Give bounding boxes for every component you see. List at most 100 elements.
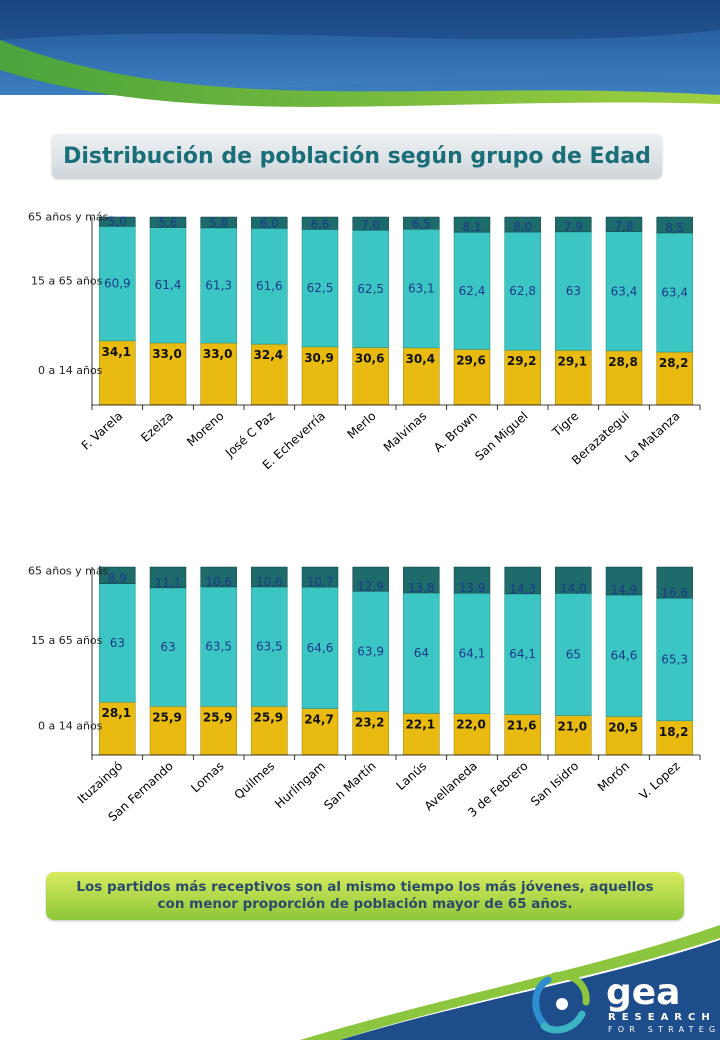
swirl-icon — [532, 971, 590, 1034]
data-label: 6,6 — [310, 217, 329, 231]
data-label: 60,9 — [104, 277, 131, 291]
data-label: 63,5 — [256, 640, 283, 654]
bar-segment-1 — [555, 231, 592, 351]
data-label: 30,9 — [304, 351, 334, 365]
data-label: 29,1 — [558, 354, 588, 368]
bar-segment-2 — [403, 216, 440, 230]
logo-tagline-2: FOR STRATEGY — [608, 1025, 720, 1034]
data-label: 10,7 — [307, 575, 334, 589]
x-tick-label: San Isidro — [528, 759, 581, 809]
bar-segment-1 — [251, 228, 288, 345]
bar-segment-0 — [352, 711, 389, 756]
bar-segment-0 — [200, 342, 237, 406]
data-label: 63 — [110, 636, 125, 650]
bar-segment-2 — [251, 566, 288, 588]
data-label: 24,7 — [304, 713, 334, 727]
data-label: 62,4 — [459, 284, 486, 298]
data-label: 30,6 — [355, 352, 385, 366]
gea-logo: gea RESEARCH FOR STRATEGY — [532, 971, 720, 1034]
series-label: 15 a 65 años — [31, 275, 103, 288]
data-label: 8,5 — [665, 221, 684, 235]
data-label: 13,9 — [459, 581, 486, 595]
bar-segment-1 — [605, 231, 643, 352]
bar-segment-2 — [251, 216, 288, 229]
bar-segment-2 — [352, 566, 389, 592]
title-banner: Distribución de población según grupo de… — [52, 134, 662, 178]
bar-segment-2 — [301, 216, 339, 230]
data-label: 16,6 — [661, 586, 688, 600]
data-label: 64,1 — [509, 647, 536, 661]
x-tick-label: Lanús — [394, 759, 430, 793]
logo-brand: gea — [606, 972, 680, 1013]
data-label: 10,6 — [205, 575, 232, 589]
bar-segment-0 — [555, 350, 592, 406]
bar-segment-2 — [149, 566, 187, 589]
data-label: 62,5 — [307, 281, 334, 295]
bar-segment-1 — [403, 228, 440, 349]
footer-wave — [340, 940, 720, 1040]
bar-segment-2 — [656, 566, 693, 599]
data-label: 64 — [414, 646, 429, 660]
data-label: 33,0 — [203, 347, 233, 361]
bar-segment-1 — [555, 593, 592, 716]
data-label: 29,2 — [507, 354, 537, 368]
bar-segment-2 — [656, 216, 693, 234]
bar-segment-1 — [453, 592, 491, 714]
data-label: 7,8 — [614, 220, 633, 234]
data-label: 64,1 — [459, 646, 486, 660]
bar-segment-2 — [403, 566, 440, 594]
x-tick-label: La Matanza — [622, 409, 683, 466]
data-label: 21,6 — [507, 718, 537, 732]
x-tick-label: Hurlingam — [272, 759, 328, 811]
bar-segment-1 — [352, 229, 389, 348]
data-label: 64,6 — [307, 641, 334, 655]
page-title: Distribución de población según grupo de… — [63, 143, 651, 169]
x-tick-label: San Martín — [321, 759, 378, 813]
bar-segment-0 — [301, 708, 339, 756]
bar-segment-2 — [352, 216, 389, 231]
data-label: 23,2 — [355, 715, 385, 729]
bar-segment-2 — [200, 216, 237, 229]
data-label: 29,6 — [456, 353, 486, 367]
data-label: 61,3 — [205, 278, 232, 292]
data-label: 5,6 — [158, 216, 177, 230]
bar-segment-1 — [149, 587, 187, 707]
data-label: 63,1 — [408, 282, 435, 296]
bar-segment-2 — [555, 566, 592, 594]
series-label: 15 a 65 años — [31, 634, 103, 647]
data-label: 62,5 — [357, 282, 384, 296]
data-label: 61,4 — [155, 278, 182, 292]
data-label: 28,1 — [102, 706, 132, 720]
data-label: 5,0 — [108, 214, 127, 228]
data-label: 63 — [566, 284, 581, 298]
data-label: 10,6 — [256, 575, 283, 589]
bar-segment-1 — [656, 597, 693, 722]
bar-segment-1 — [656, 232, 693, 353]
data-label: 25,9 — [254, 710, 284, 724]
data-label: 63,9 — [357, 644, 384, 658]
data-label: 14,3 — [509, 582, 536, 596]
bar-segment-0 — [453, 349, 491, 406]
data-label: 30,4 — [406, 352, 436, 366]
bar-segment-1 — [504, 231, 541, 351]
bar-segment-0 — [555, 715, 592, 756]
bar-segment-1 — [504, 593, 541, 715]
data-label: 14,9 — [611, 583, 638, 597]
data-label: 21,0 — [558, 720, 588, 734]
data-label: 22,0 — [456, 718, 486, 732]
data-label: 8,0 — [513, 220, 532, 234]
bar-segment-0 — [403, 347, 440, 406]
bar-segment-2 — [555, 216, 592, 233]
bar-segment-1 — [352, 591, 389, 712]
data-label: 61,6 — [256, 279, 283, 293]
bar-segment-0 — [251, 343, 288, 406]
x-tick-label: Quilmes — [232, 759, 278, 802]
bar-segment-2 — [453, 566, 491, 594]
bar-segment-0 — [251, 706, 288, 756]
bar-segment-1 — [200, 227, 237, 344]
bar-segment-2 — [504, 566, 541, 595]
data-label: 5,8 — [209, 216, 228, 230]
logo-tagline-1: RESEARCH — [608, 1012, 716, 1023]
bar-segment-0 — [352, 347, 389, 406]
